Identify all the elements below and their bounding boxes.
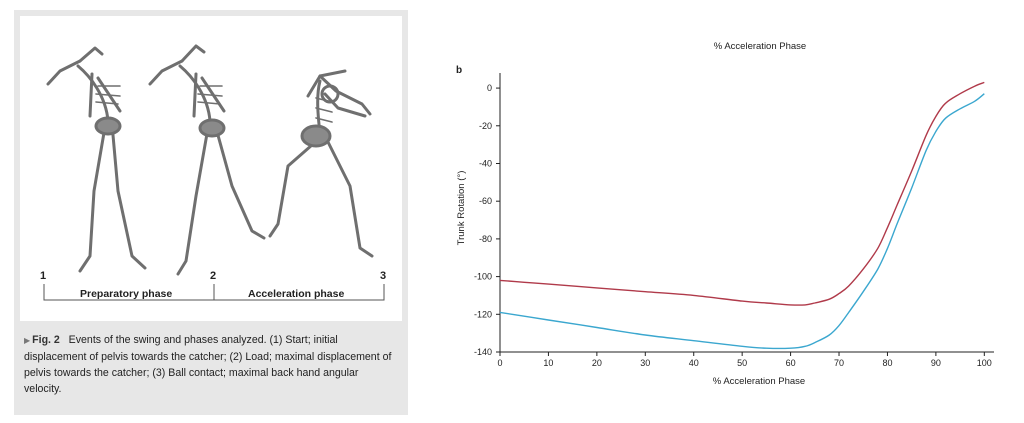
- series-line-2: [499, 93, 985, 350]
- skeleton-figure-2: [148, 44, 266, 276]
- x-tick-label: 100: [977, 358, 992, 368]
- x-tick-label: 40: [689, 358, 699, 368]
- y-tick-label: -140: [474, 347, 492, 357]
- x-tick-label: 30: [640, 358, 650, 368]
- figure-caption: ▶ Fig. 2 Events of the swing and phases a…: [24, 332, 394, 397]
- y-tick-label: 0: [487, 83, 492, 93]
- event-number-3: 3: [380, 270, 387, 282]
- chart-title: % Acceleration Phase: [714, 41, 806, 52]
- x-tick-label: 70: [834, 358, 844, 368]
- x-tick-label: 50: [737, 358, 747, 368]
- trunk-rotation-chart: b % Acceleration Phase % Acceleration Ph…: [456, 41, 994, 387]
- x-axis-title: % Acceleration Phase: [713, 376, 805, 387]
- y-axis-title: Trunk Rotation (°): [456, 171, 467, 246]
- event-number-2: 2: [210, 270, 217, 282]
- acceleration-phase-label: Acceleration phase: [248, 288, 345, 300]
- series-line-1: [499, 81, 985, 306]
- triangle-marker-icon: ▶: [24, 336, 31, 345]
- figure-label: Fig. 2: [32, 334, 60, 346]
- x-tick-label: 60: [786, 358, 796, 368]
- y-tick-label: -40: [479, 158, 492, 168]
- x-tick-label: 80: [882, 358, 892, 368]
- caption-text: Events of the swing and phases analyzed.…: [24, 334, 392, 395]
- x-tick-label: 10: [543, 358, 553, 368]
- x-tick-label: 0: [497, 358, 502, 368]
- skeleton-illustration: [43, 44, 385, 301]
- skeleton-figure-1: [46, 46, 147, 273]
- x-tick-label: 20: [592, 358, 602, 368]
- preparatory-phase-label: Preparatory phase: [80, 288, 173, 300]
- event-number-1: 1: [40, 270, 47, 282]
- panel-label: b: [456, 65, 462, 76]
- x-tick-label: 90: [931, 358, 941, 368]
- figure-2-panel: 1 2 3 Preparatory phase Acceleration pha…: [14, 10, 408, 415]
- plot-area: 0 -20 -40 -60 -80 -100 -120 -140 0 10 20 30 40 50 60 70…: [474, 73, 994, 368]
- skeleton-figure-3: [268, 69, 374, 258]
- phase-brackets: [43, 284, 385, 301]
- y-tick-label: -20: [479, 121, 492, 131]
- y-tick-label: -100: [474, 272, 492, 282]
- y-tick-label: -120: [474, 309, 492, 319]
- y-tick-label: -60: [479, 196, 492, 206]
- skeleton-illustration-panel: 1 2 3 Preparatory phase Acceleration pha…: [20, 16, 402, 321]
- y-tick-label: -80: [479, 234, 492, 244]
